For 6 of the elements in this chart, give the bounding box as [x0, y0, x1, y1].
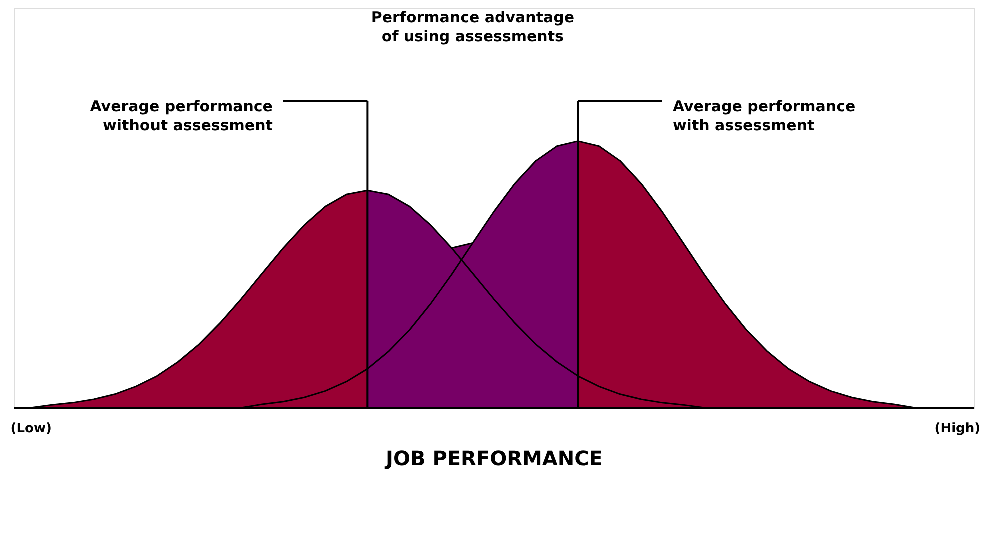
- text: Average performance with assessment: [672, 97, 856, 134]
- text: Average performance without assessment: [90, 97, 273, 134]
- x-tick-label: (Low): [10, 422, 52, 436]
- x-axis-title: JOB PERFORMANCE: [384, 446, 603, 470]
- text: Performance advantage of using assessments: [371, 8, 575, 46]
- x-tick-label: (High): [934, 422, 981, 436]
